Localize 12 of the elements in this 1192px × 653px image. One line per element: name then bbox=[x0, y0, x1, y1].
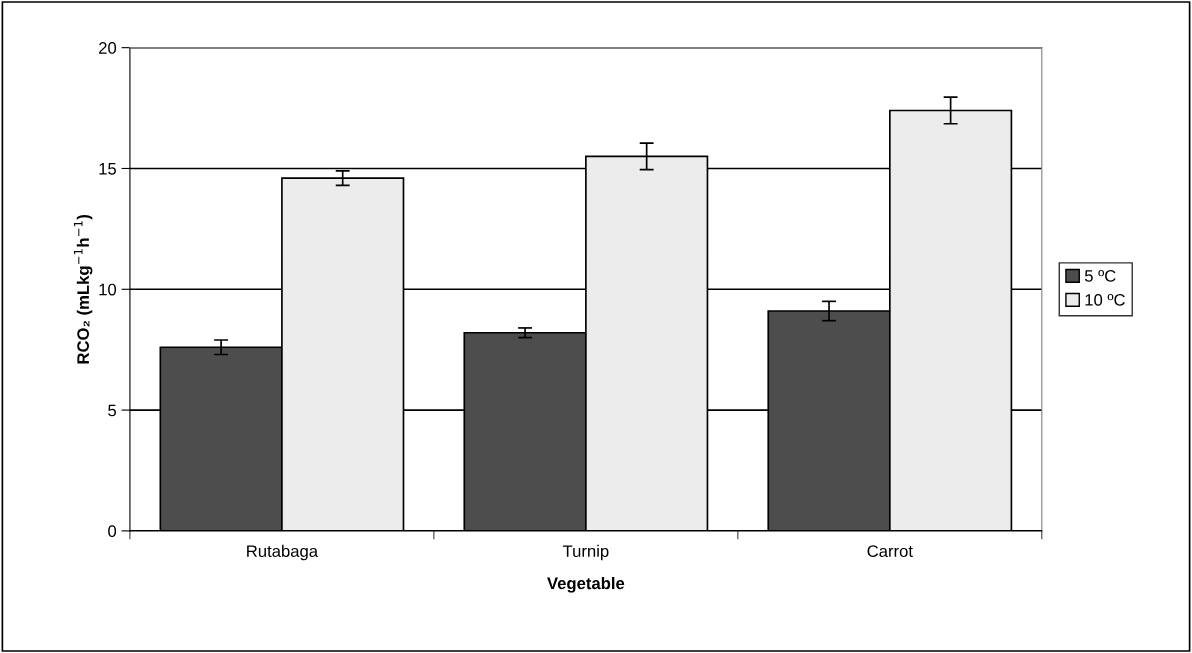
y-axis-title: RCO₂ (mLkg$^{−1}$h$^{−1}$) bbox=[73, 214, 93, 364]
x-tick-label: Turnip bbox=[562, 544, 609, 561]
y-tick-label: 5 bbox=[108, 404, 117, 417]
x-axis-title: Vegetable bbox=[547, 576, 625, 593]
legend-label: 10 ºC bbox=[1085, 293, 1125, 306]
x-tick-label: Rutabaga bbox=[247, 544, 319, 561]
y-tick-label: 15 bbox=[99, 163, 117, 175]
legend-label: 5 ºC bbox=[1084, 270, 1116, 282]
y-tick-label: 20 bbox=[99, 42, 117, 54]
y-tick-label: 0 bbox=[108, 525, 117, 538]
x-tick-label: Carrot bbox=[867, 545, 913, 558]
y-tick-label: 10 bbox=[99, 283, 117, 296]
